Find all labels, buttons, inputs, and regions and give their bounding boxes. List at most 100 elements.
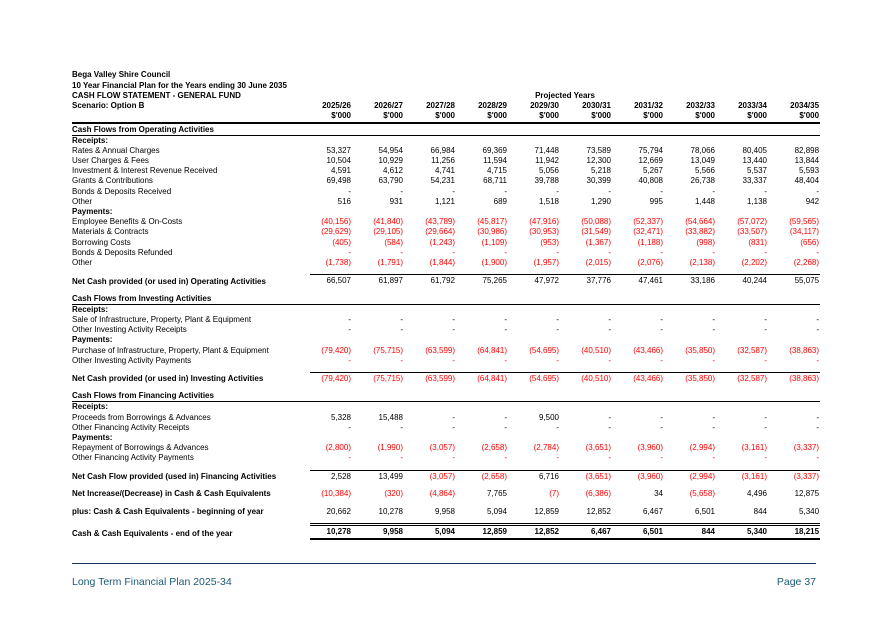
statement-title-row: CASH FLOW STATEMENT - GENERAL FUND Proje… bbox=[72, 91, 820, 101]
cell-value: 47,461 bbox=[612, 274, 664, 287]
row-label: Net Cash provided (or used in) Operating… bbox=[72, 276, 266, 286]
cell-value: (54,695) bbox=[508, 371, 560, 385]
cell-value: - bbox=[400, 247, 403, 257]
section-header: Cash Flows from Financing Activities bbox=[72, 390, 821, 403]
cell-value: (1,844) bbox=[429, 258, 455, 268]
cashflow-table: CASH FLOW STATEMENT - GENERAL FUND Proje… bbox=[72, 91, 821, 541]
subheader-label: Payments: bbox=[72, 433, 113, 443]
cell-value: 5,094 bbox=[404, 523, 456, 541]
cell-value: - bbox=[764, 355, 767, 365]
cell-value: (32,587) bbox=[737, 345, 767, 355]
cell-value: - bbox=[608, 325, 611, 335]
cell-value: - bbox=[816, 325, 820, 335]
unit-label: $'000 bbox=[664, 111, 716, 124]
cell-value: - bbox=[764, 186, 767, 196]
cell-value: (2,658) bbox=[481, 443, 507, 453]
spacer-row bbox=[72, 517, 820, 525]
cell-value: - bbox=[712, 412, 715, 422]
row-label: Bonds & Deposits Received bbox=[72, 186, 172, 196]
cell-value: - bbox=[452, 314, 455, 324]
cell-value: 5,267 bbox=[642, 166, 663, 176]
year-header: 2028/29 bbox=[478, 101, 507, 111]
cell-value: (3,161) bbox=[716, 469, 768, 483]
year-header: 2030/31 bbox=[582, 101, 611, 111]
cell-value: 6,501 bbox=[694, 506, 715, 516]
cell-value: - bbox=[712, 247, 715, 257]
cell-value: (59,565) bbox=[789, 217, 820, 227]
cell-value: - bbox=[452, 186, 455, 196]
cell-value: - bbox=[764, 314, 767, 324]
cell-value: - bbox=[816, 314, 820, 324]
subheader-label: Payments: bbox=[72, 335, 113, 345]
cell-value: 10,278 bbox=[310, 523, 352, 541]
year-header: 2031/32 bbox=[634, 101, 663, 111]
row-label: Net Cash provided (or used in) Investing… bbox=[72, 374, 264, 384]
cell-value: 18,215 bbox=[768, 523, 821, 541]
cell-value: - bbox=[348, 247, 351, 257]
section-header-row: Cash Flows from Financing Activities bbox=[72, 390, 821, 403]
cell-value: (3,337) bbox=[768, 469, 821, 483]
cell-value: (31,549) bbox=[581, 227, 611, 237]
cell-value: (47,916) bbox=[529, 217, 559, 227]
subheader-label: Receipts: bbox=[72, 135, 109, 145]
year-header: 2029/30 bbox=[530, 101, 559, 111]
cell-value: - bbox=[816, 186, 820, 196]
cell-value: 12,859 bbox=[456, 523, 508, 541]
cell-value: (831) bbox=[748, 237, 767, 247]
cell-value: 10,929 bbox=[378, 156, 403, 166]
cell-value: (3,161) bbox=[741, 443, 767, 453]
cell-value: - bbox=[764, 422, 767, 432]
cell-value: - bbox=[452, 453, 455, 463]
cell-value: (52,337) bbox=[633, 217, 663, 227]
cell-value: 1,448 bbox=[694, 196, 715, 206]
row-label: Other Investing Activity Payments bbox=[72, 355, 192, 365]
cell-value: (33,507) bbox=[737, 227, 767, 237]
cell-value: (953) bbox=[540, 237, 559, 247]
cell-value: 13,440 bbox=[742, 156, 767, 166]
row-label: Bonds & Deposits Refunded bbox=[72, 247, 173, 257]
cell-value: 5,537 bbox=[746, 166, 767, 176]
cell-value: - bbox=[608, 247, 611, 257]
cell-value: - bbox=[712, 325, 715, 335]
cell-value: 13,844 bbox=[794, 156, 820, 166]
cell-value: (32,471) bbox=[633, 227, 663, 237]
org-name: Bega Valley Shire Council bbox=[72, 70, 171, 79]
cell-value: - bbox=[608, 186, 611, 196]
cell-value: 6,716 bbox=[508, 469, 560, 483]
cell-value: - bbox=[660, 355, 663, 365]
cell-value: - bbox=[712, 314, 715, 324]
cell-value: (29,105) bbox=[373, 227, 403, 237]
cell-value: 10,278 bbox=[378, 506, 403, 516]
cell-value: - bbox=[504, 355, 507, 365]
cell-value: (40,156) bbox=[321, 217, 351, 227]
page-footer: Long Term Financial Plan 2025-34 Page 37 bbox=[72, 563, 816, 588]
cell-value: - bbox=[660, 325, 663, 335]
table-row: Borrowing Costs (405) (584) (1,243) (1,109) (… bbox=[72, 238, 820, 248]
cell-value: - bbox=[452, 412, 455, 422]
cell-value: 13,049 bbox=[690, 156, 715, 166]
cell-value: 75,794 bbox=[638, 145, 663, 155]
cell-value: - bbox=[660, 422, 663, 432]
cell-value: - bbox=[556, 186, 559, 196]
cell-value: (2,994) bbox=[689, 443, 715, 453]
cell-value: - bbox=[348, 355, 351, 365]
cell-value: - bbox=[452, 422, 455, 432]
row-label: Sale of Infrastructure, Property, Plant … bbox=[72, 314, 252, 324]
cell-value: (30,986) bbox=[477, 227, 507, 237]
cell-value: 10,504 bbox=[326, 156, 351, 166]
cell-value: 69,498 bbox=[326, 176, 351, 186]
cell-value: (320) bbox=[384, 489, 403, 499]
subheader-label: Payments: bbox=[72, 207, 113, 217]
cell-value: 61,897 bbox=[352, 274, 404, 287]
unit-label: $'000 bbox=[456, 111, 508, 124]
statement-title: CASH FLOW STATEMENT - GENERAL FUND bbox=[72, 91, 241, 100]
cell-value: (41,840) bbox=[373, 217, 403, 227]
cell-value: 54,954 bbox=[378, 145, 403, 155]
cell-value: 78,066 bbox=[690, 145, 715, 155]
row-label: Proceeds from Borrowings & Advances bbox=[72, 412, 211, 422]
year-header: 2026/27 bbox=[374, 101, 403, 111]
section-header: Cash Flows from Investing Activities bbox=[72, 292, 821, 305]
footer-left: Long Term Financial Plan 2025-34 bbox=[72, 576, 232, 588]
cell-value: - bbox=[504, 422, 507, 432]
cell-value: - bbox=[556, 247, 559, 257]
